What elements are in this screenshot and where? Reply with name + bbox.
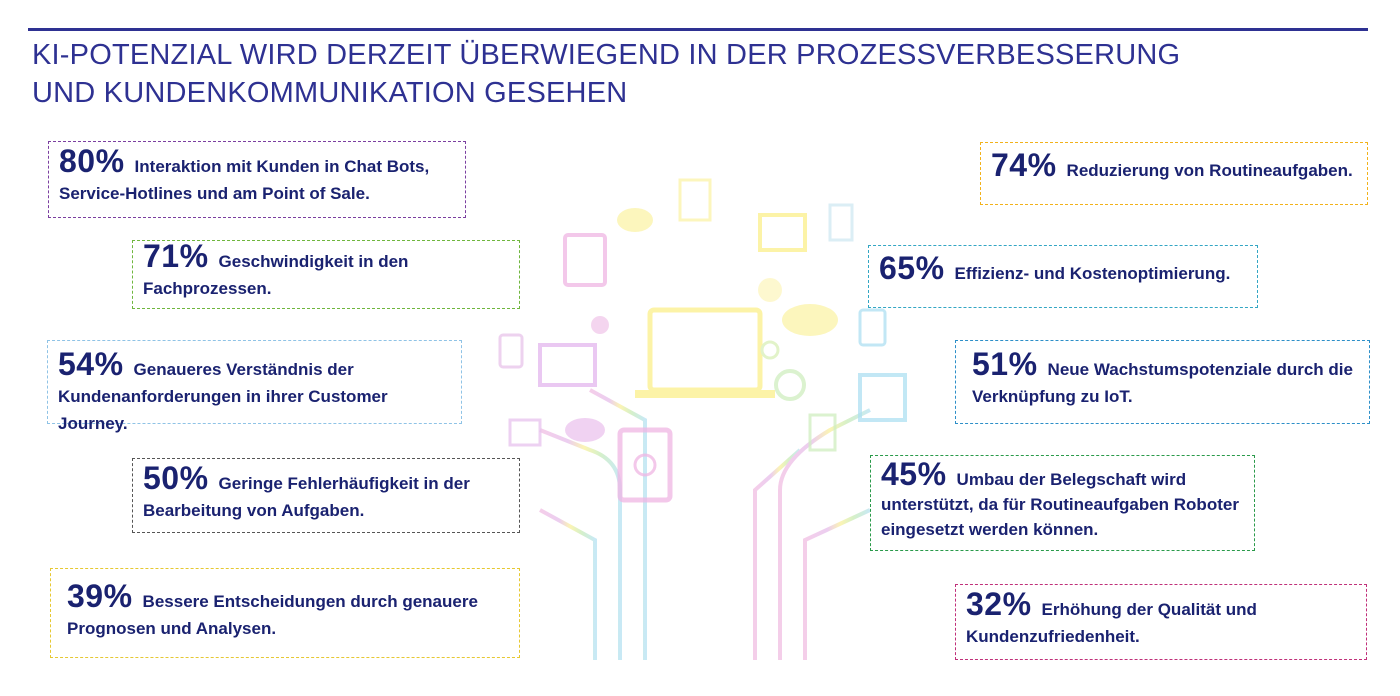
title-rule	[28, 28, 1368, 31]
stat-box-80: 80% Interaktion mit Kunden in Chat Bots, …	[48, 141, 466, 218]
stat-box-32: 32% Erhöhung der Qualität und Kundenzufri…	[955, 584, 1367, 660]
stat-percent-80: 80%	[59, 143, 125, 179]
stat-label-80: Interaktion mit Kunden in Chat Bots, Ser…	[59, 157, 430, 203]
stat-percent-65: 65%	[879, 250, 945, 286]
stat-percent-54: 54%	[58, 346, 124, 382]
stat-label-71: Geschwindigkeit in den Fachprozessen.	[143, 252, 409, 298]
stat-box-51: 51% Neue Wachstumspotenziale durch die Ve…	[955, 340, 1370, 424]
stat-label-51: Neue Wachstumspotenziale durch die Verkn…	[972, 360, 1353, 406]
stat-label-65: Effizienz- und Kostenoptimierung.	[954, 264, 1231, 283]
stat-percent-51: 51%	[972, 346, 1038, 382]
background-tree-illustration	[498, 178, 907, 660]
stat-box-50: 50% Geringe Fehlerhäufigkeit in der Bearb…	[132, 458, 520, 533]
stat-box-71: 71% Geschwindigkeit in den Fachprozessen.	[132, 240, 520, 309]
stat-percent-32: 32%	[966, 586, 1032, 622]
stat-label-54: Genaueres Verständnis der Kundenanforder…	[58, 360, 388, 433]
stat-box-39: 39% Bessere Entscheidungen durch genauere…	[50, 568, 520, 658]
stat-label-45: Umbau der Belegschaft wird unterstützt, …	[881, 470, 1239, 539]
stat-box-54: 54% Genaueres Verständnis der Kundenanfor…	[47, 340, 462, 433]
stat-box-45: 45% Umbau der Belegschaft wird unterstütz…	[870, 455, 1255, 551]
stat-label-50: Geringe Fehlerhäufigkeit in der Bearbeit…	[143, 474, 470, 520]
stat-label-32: Erhöhung der Qualität und Kundenzufriede…	[966, 600, 1257, 646]
stat-percent-45: 45%	[881, 456, 947, 492]
stat-box-65: 65% Effizienz- und Kostenoptimierung.	[868, 245, 1258, 308]
stat-label-39: Bessere Entscheidungen durch genauere Pr…	[67, 592, 478, 638]
page-title: KI-POTENZIAL WIRD DERZEIT ÜBERWIEGEND IN…	[32, 39, 1181, 109]
stat-percent-74: 74%	[991, 147, 1057, 183]
stat-percent-71: 71%	[143, 238, 209, 274]
stat-percent-39: 39%	[67, 578, 133, 614]
stat-label-74: Reduzierung von Routineaufgaben.	[1066, 161, 1353, 180]
stat-percent-50: 50%	[143, 460, 209, 496]
stat-box-74: 74% Reduzierung von Routineaufgaben.	[980, 142, 1368, 205]
